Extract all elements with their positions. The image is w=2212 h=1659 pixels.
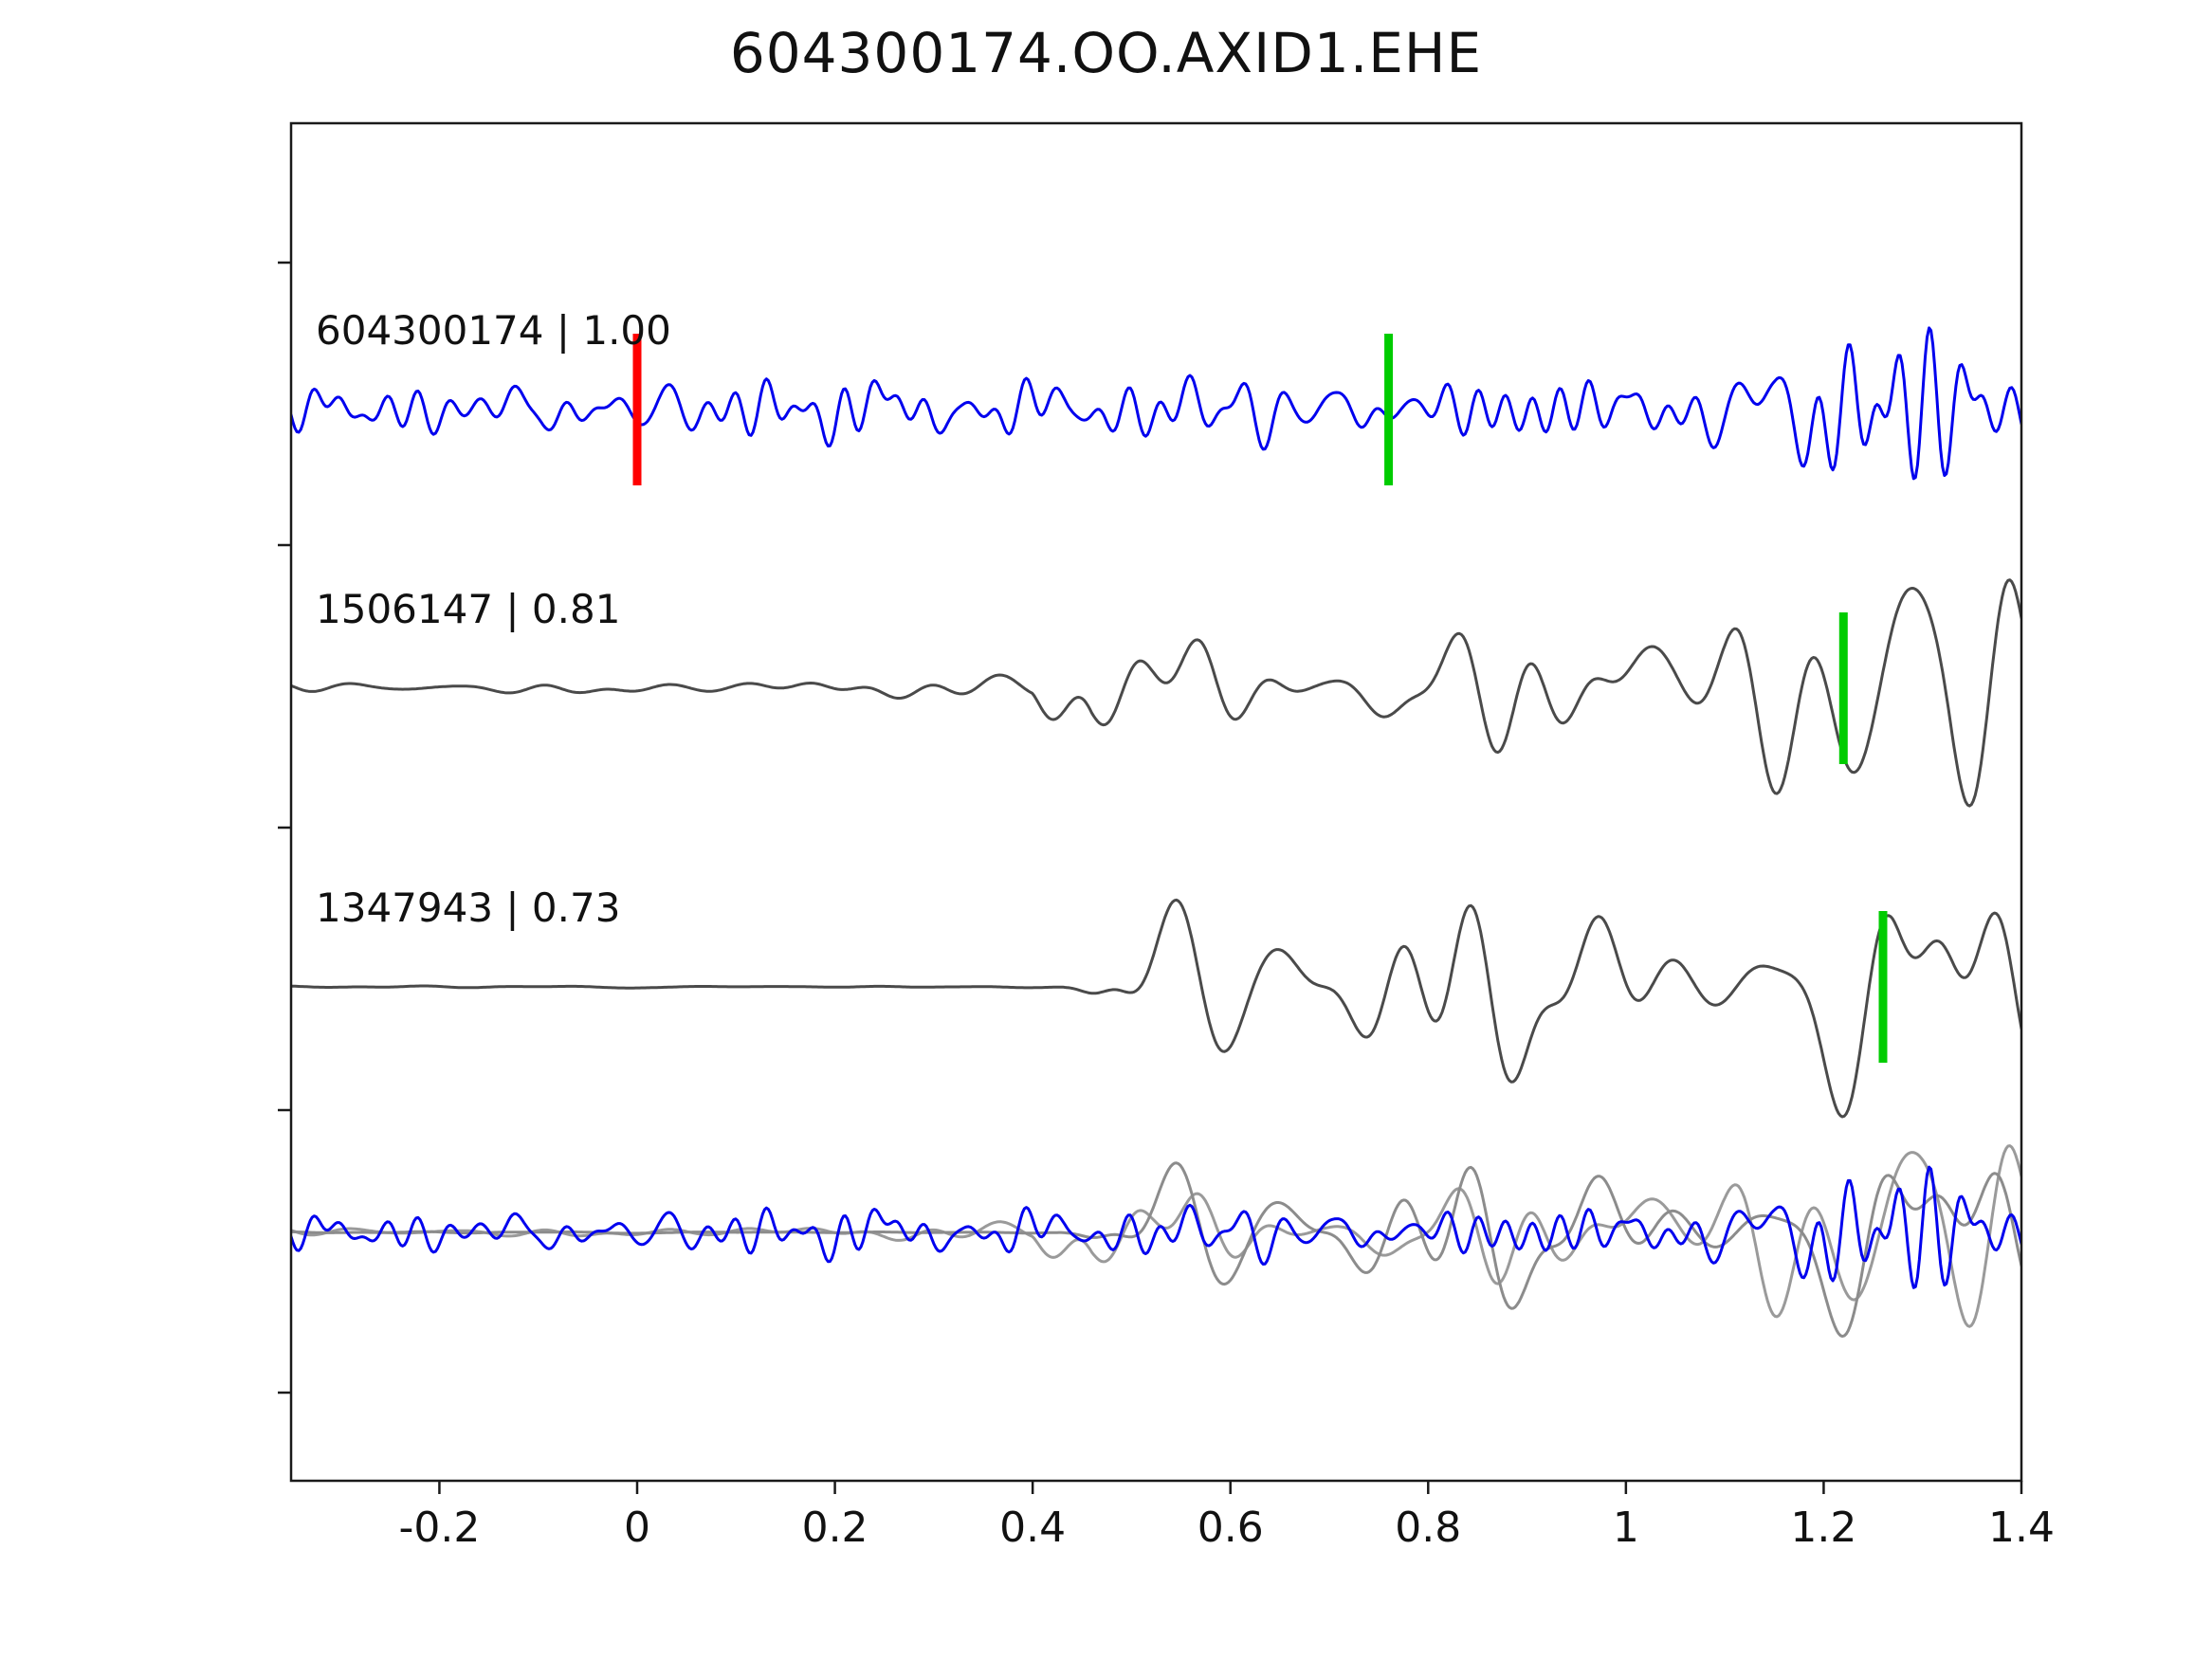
- x-tick-label: 1.4: [1988, 1504, 2055, 1552]
- x-tick-label: 0: [624, 1504, 650, 1552]
- waveform-trace-1506147: [291, 578, 2021, 808]
- trace-label-604300174: 604300174 | 1.00: [316, 307, 671, 354]
- waveform-trace-604300174: [291, 326, 2021, 481]
- overlay-trace-604300174: [291, 1165, 2021, 1289]
- x-tick-label: 0.6: [1197, 1504, 1264, 1552]
- x-tick-label: 0.4: [999, 1504, 1067, 1552]
- x-tick-label: 0.2: [801, 1504, 868, 1552]
- axes-box: [289, 121, 2023, 1483]
- x-tick-label: 1: [1612, 1504, 1639, 1552]
- trace-label-1506147: 1506147 | 0.81: [316, 586, 621, 632]
- x-tick-label: -0.2: [398, 1504, 481, 1552]
- trace-label-1347943: 1347943 | 0.73: [316, 884, 621, 931]
- x-tick-label: 0.8: [1395, 1504, 1462, 1552]
- chart-title: 604300174.OO.AXID1.EHE: [729, 21, 1483, 85]
- traces-group: [291, 326, 2021, 1339]
- overlay-trace-1347943: [291, 1161, 2021, 1339]
- waveform-trace-1347943: [291, 898, 2021, 1119]
- overlay-trace-1506147: [291, 1144, 2021, 1328]
- x-tick-label: 1.2: [1790, 1504, 1857, 1552]
